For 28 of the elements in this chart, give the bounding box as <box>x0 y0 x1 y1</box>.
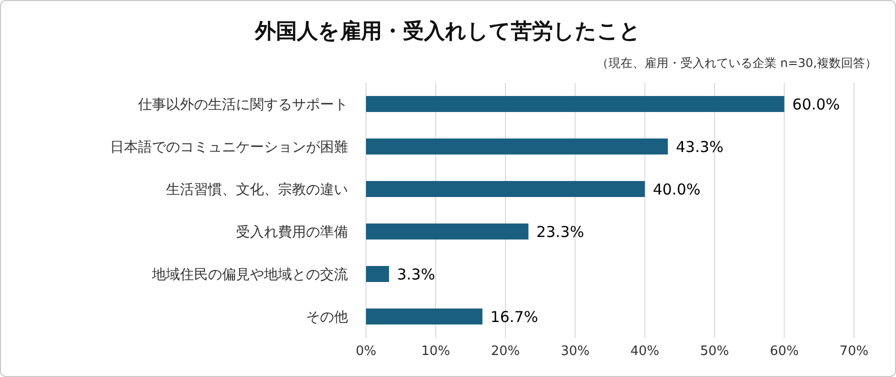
data-label: 23.3% <box>536 222 584 241</box>
bar <box>366 138 668 154</box>
x-tick-label: 40% <box>630 344 660 360</box>
data-label: 43.3% <box>676 138 724 156</box>
data-label: 16.7% <box>490 308 538 326</box>
y-tick-label: 受入れ費用の準備 <box>236 224 348 241</box>
y-tick-label: 生活習慣、文化、宗教の違い <box>166 182 348 198</box>
data-label: 40.0% <box>652 180 701 198</box>
x-tick-label: 0% <box>356 344 376 360</box>
x-tick-label: 30% <box>560 344 590 360</box>
y-tick-label: 仕事以外の生活に関するサポート <box>137 97 348 114</box>
chart-title: 外国人を雇用・受入れして苦労したこと <box>254 18 642 45</box>
data-label: 60.0% <box>792 95 840 114</box>
x-tick-label: 70% <box>840 344 868 360</box>
x-tick-label: 20% <box>490 344 520 360</box>
chart-subtitle: （現在、雇用・受入れている企業 n=30,複数回答） <box>596 55 877 72</box>
x-tick-label: 60% <box>770 344 799 360</box>
y-tick-label: 日本語でのコミュニケーションが困難 <box>110 140 348 156</box>
data-label: 3.3% <box>397 265 436 284</box>
bar <box>366 308 482 324</box>
x-tick-label: 10% <box>421 344 450 360</box>
x-tick-label: 50% <box>700 344 730 360</box>
y-tick-label: その他 <box>306 310 348 326</box>
bar <box>366 96 784 112</box>
bar <box>366 266 390 282</box>
bar <box>366 181 645 197</box>
y-tick-label: 地域住民の偏見や地域との交流 <box>151 267 348 284</box>
bar <box>366 224 528 240</box>
